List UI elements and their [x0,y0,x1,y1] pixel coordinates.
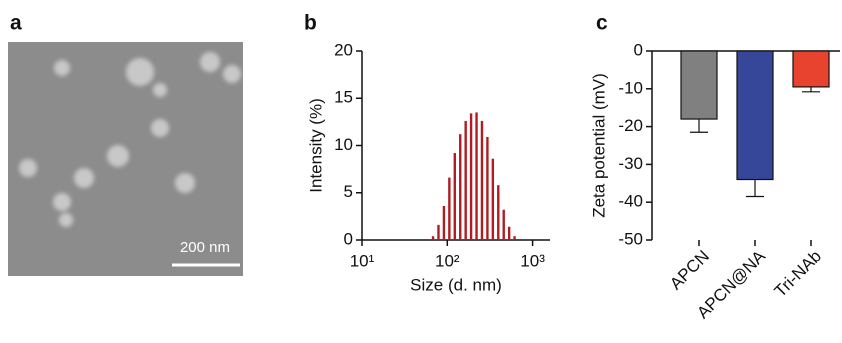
bar [443,206,445,240]
bar [437,225,439,240]
bar [448,178,450,240]
bar [470,113,472,240]
bar [454,153,456,240]
bar [503,210,505,240]
bar [432,236,434,240]
y-tick-label: 5 [344,182,353,201]
y-tick-label: -30 [618,154,643,173]
y-tick-label: 15 [334,88,353,107]
bar [481,121,483,240]
bar [508,227,510,240]
bar [681,51,717,119]
y-tick-label: -10 [618,78,643,97]
scale-bar-label: 200 nm [180,239,230,256]
bar [492,159,494,240]
y-tick-label: 0 [344,229,353,248]
panel-label: a [10,12,22,35]
bar [459,134,461,240]
bar [513,236,515,240]
x-tick-label: 10² [435,251,460,270]
panel-label: c [596,12,608,35]
y-axis-label: Zeta potential (mV) [589,73,608,218]
bar [737,51,773,180]
y-tick-label: -20 [618,116,643,135]
panel-label: b [304,12,317,35]
x-tick-label: APCN [666,247,713,294]
x-tick-label: 10³ [520,251,545,270]
figure: a b c 200 nm 0 5 10 15 20 10¹ 10² 10³ Size (d. n… [0,0,842,338]
y-tick-label: -50 [618,229,643,248]
x-axis-label: Size (d. nm) [410,275,502,294]
y-axis-label: Intensity (%) [306,98,325,192]
x-tick-label: 10¹ [350,251,375,270]
bar [793,51,829,87]
y-tick-label: 10 [334,135,353,154]
sem-image: 200 nm [8,42,243,276]
y-tick-label: 0 [634,40,643,59]
bar [464,121,466,240]
y-tick-label: -40 [618,192,643,211]
bar [475,112,477,240]
y-tick-label: 20 [334,40,353,59]
bar [486,137,488,240]
x-tick-label: Tri-NAb [771,247,825,301]
bar [497,185,499,240]
